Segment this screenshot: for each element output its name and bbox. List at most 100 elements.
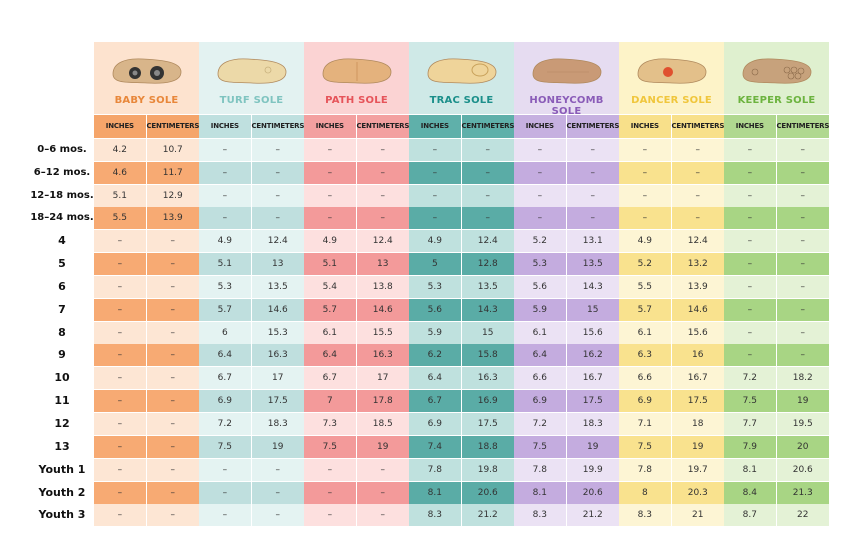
size-cell: 16.3 (251, 344, 304, 367)
dancer-sole-unit-centimeters: CENTIMETERS (671, 115, 724, 138)
size-cell: 7.1 (619, 413, 671, 436)
size-cell: 12.4 (251, 230, 304, 253)
size-cell: – (94, 481, 146, 504)
size-cell: – (776, 344, 829, 367)
size-cell: 12.9 (146, 184, 199, 207)
size-cell: – (199, 184, 251, 207)
size-cell: 7.2 (514, 413, 566, 436)
size-cell: 6.3 (619, 344, 671, 367)
size-cell: – (776, 138, 829, 161)
size-cell: 7.5 (619, 435, 671, 458)
size-cell: 5.3 (199, 275, 251, 298)
size-cell: – (94, 253, 146, 276)
size-cell: – (724, 184, 776, 207)
size-cell: 6 (199, 321, 251, 344)
size-cell: – (724, 275, 776, 298)
dancer-sole-unit-inches: INCHES (619, 115, 671, 138)
size-cell: 21.2 (461, 504, 514, 527)
size-cell: 5.5 (94, 207, 146, 230)
row-label: 12 (54, 417, 70, 430)
size-cell: 6.9 (409, 413, 461, 436)
size-cell: – (146, 413, 199, 436)
size-cell: 7.8 (409, 458, 461, 481)
keeper-sole-unit-centimeters: CENTIMETERS (776, 115, 829, 138)
size-cell: 12.4 (671, 230, 724, 253)
size-cell: – (409, 161, 461, 184)
size-cell: 7.5 (199, 435, 251, 458)
size-cell: 17.8 (356, 390, 409, 413)
size-cell: – (251, 481, 304, 504)
size-cell: – (146, 298, 199, 321)
size-cell: 4.2 (94, 138, 146, 161)
size-cell: 19.5 (776, 413, 829, 436)
size-cell: 13.2 (671, 253, 724, 276)
size-cell: 16 (671, 344, 724, 367)
size-cell: 17.5 (461, 413, 514, 436)
size-cell: 6.4 (409, 367, 461, 390)
trac-sole-unit-inches: INCHES (409, 115, 461, 138)
size-cell: – (94, 321, 146, 344)
size-cell: 7.8 (619, 458, 671, 481)
size-cell: – (776, 184, 829, 207)
size-cell: 14.6 (671, 298, 724, 321)
baby-sole-shoe-image (107, 50, 187, 95)
baby-sole-title: BABY SOLE (114, 95, 179, 106)
size-cell: – (776, 161, 829, 184)
size-cell: 13.5 (461, 275, 514, 298)
size-cell: 16.9 (461, 390, 514, 413)
size-cell: – (94, 230, 146, 253)
size-cell: 15 (461, 321, 514, 344)
size-cell: – (776, 207, 829, 230)
size-cell: – (94, 367, 146, 390)
size-cell: 5.3 (409, 275, 461, 298)
size-cell: 6.4 (199, 344, 251, 367)
size-cell: 6.2 (409, 344, 461, 367)
size-cell: – (356, 458, 409, 481)
size-cell: – (776, 298, 829, 321)
size-cell: 14.6 (251, 298, 304, 321)
size-cell: 7.5 (724, 390, 776, 413)
size-cell: – (304, 504, 356, 527)
turf-sole-unit-centimeters: CENTIMETERS (251, 115, 304, 138)
size-cell: 13.9 (671, 275, 724, 298)
size-cell: 20 (776, 435, 829, 458)
size-cell: – (199, 138, 251, 161)
size-cell: – (619, 138, 671, 161)
row-label: 10 (54, 371, 70, 385)
size-cell: – (304, 138, 356, 161)
size-cell: – (146, 321, 199, 344)
size-cell: – (199, 161, 251, 184)
keeper-sole-header: KEEPER SOLE (724, 42, 829, 114)
size-cell: 5.3 (514, 253, 566, 276)
size-cell: – (199, 458, 251, 481)
size-cell: 14.3 (566, 275, 619, 298)
size-cell: – (251, 184, 304, 207)
row-label: 6–12 mos. (33, 166, 91, 178)
size-cell: 6.9 (514, 390, 566, 413)
size-cell: 15.6 (671, 321, 724, 344)
size-cell: – (356, 207, 409, 230)
size-cell: 12.8 (461, 253, 514, 276)
size-cell: – (94, 298, 146, 321)
size-cell: – (94, 504, 146, 527)
size-cell: 6.4 (514, 344, 566, 367)
honeycomb-sole-shoe-image (527, 50, 607, 95)
size-cell: 5.7 (619, 298, 671, 321)
keeper-sole-shoe-image (737, 50, 817, 95)
size-cell: 6.7 (304, 367, 356, 390)
size-cell: – (461, 207, 514, 230)
size-cell: 5.9 (514, 298, 566, 321)
row-label: Youth 3 (38, 508, 86, 522)
row-label: 0–6 mos. (37, 143, 87, 155)
size-cell: 18.8 (461, 435, 514, 458)
size-cell: 6.4 (304, 344, 356, 367)
size-cell: 8.1 (514, 481, 566, 504)
size-cell: 13.1 (566, 230, 619, 253)
size-cell: 16.3 (356, 344, 409, 367)
size-cell: 4.9 (619, 230, 671, 253)
size-cell: – (409, 207, 461, 230)
size-cell: 16.3 (461, 367, 514, 390)
size-cell: 6.7 (409, 390, 461, 413)
size-cell: 11.7 (146, 161, 199, 184)
size-cell: – (146, 504, 199, 527)
